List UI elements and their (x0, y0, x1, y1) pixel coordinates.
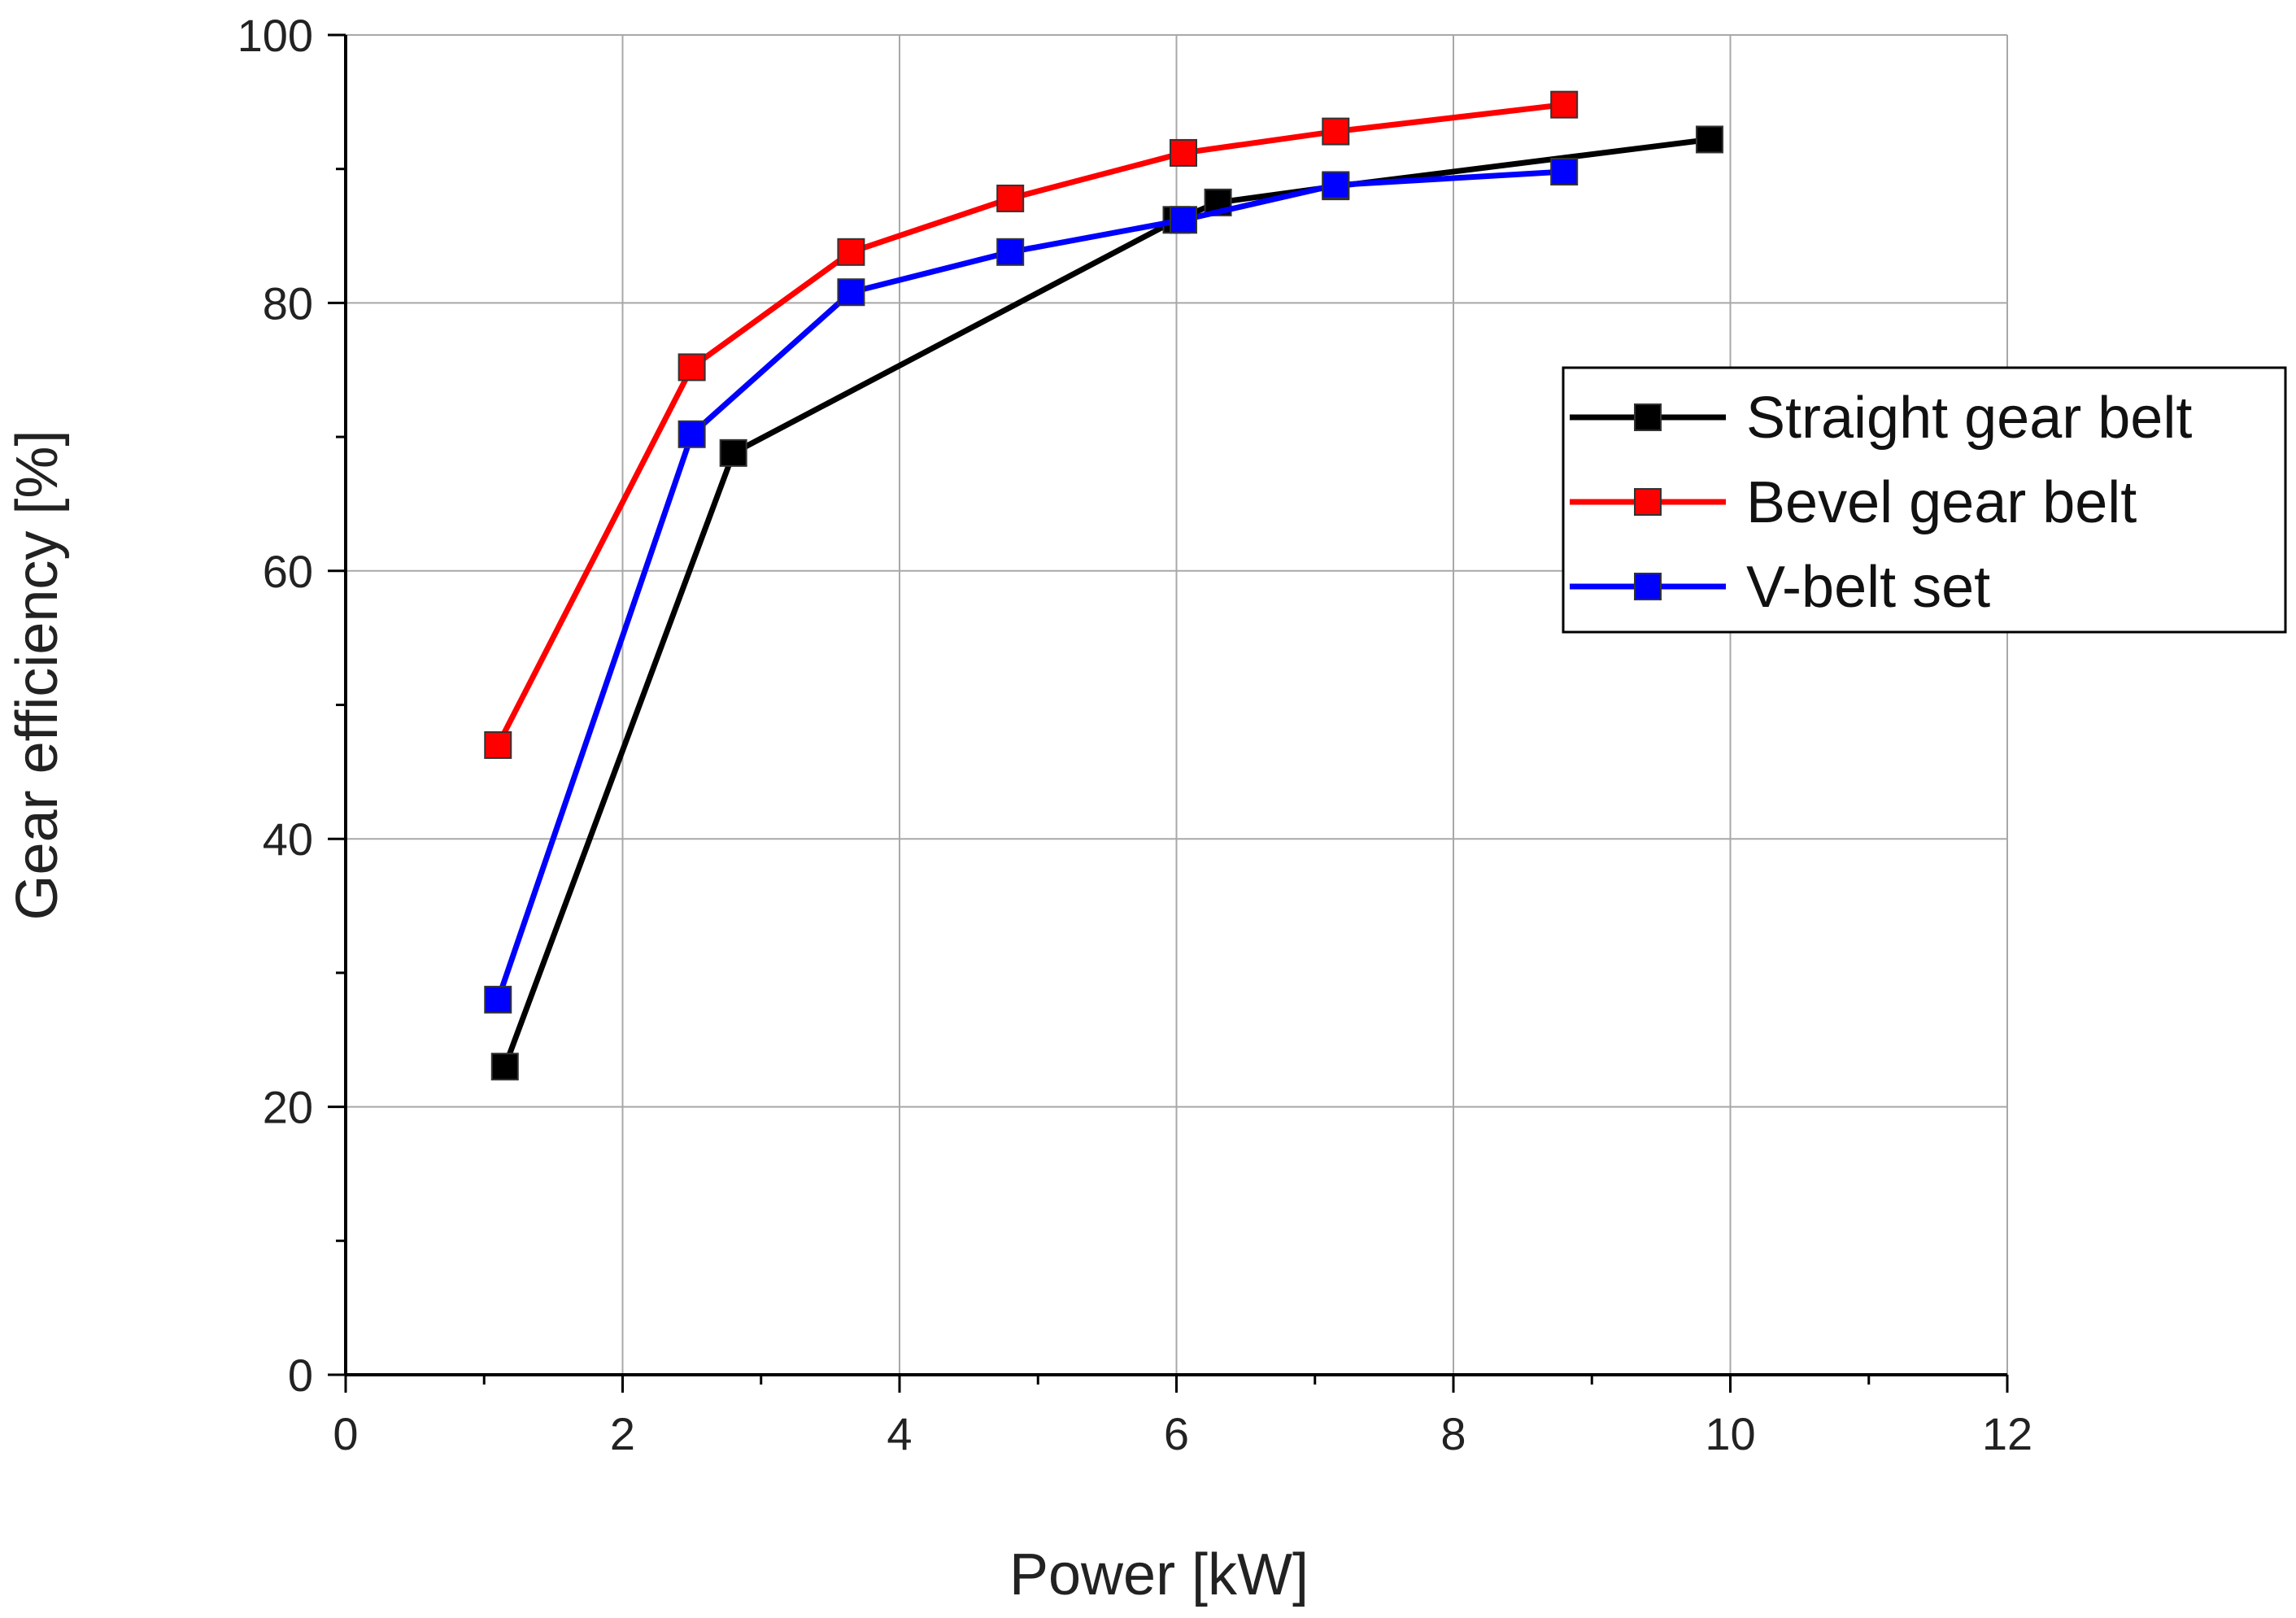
legend-item: V-belt set (1570, 555, 1990, 620)
x-tick-label: 2 (610, 1408, 635, 1459)
data-point (837, 238, 865, 266)
data-point (490, 1053, 519, 1081)
series-v-belt-set (484, 157, 1579, 1014)
y-tick-label: 80 (263, 277, 313, 329)
data-point (1322, 117, 1350, 146)
x-tick-label: 8 (1440, 1408, 1466, 1459)
data-point (719, 438, 747, 467)
legend-item: Bevel gear belt (1570, 470, 2137, 535)
y-tick-label: 60 (263, 546, 313, 597)
y-tick-label: 20 (263, 1082, 313, 1133)
data-point (677, 353, 706, 382)
x-tick-label: 10 (1705, 1408, 1755, 1459)
legend-label: Straight gear belt (1746, 386, 2192, 451)
series-line (502, 136, 1710, 1068)
grid (346, 34, 2008, 1375)
legend-marker (1634, 403, 1662, 431)
x-tick-label: 4 (887, 1408, 912, 1459)
data-point (1550, 157, 1579, 185)
data-point (1695, 125, 1723, 154)
series-straight-gear-belt (490, 125, 1723, 1081)
data-point (996, 184, 1025, 212)
legend-label: Bevel gear belt (1746, 470, 2137, 535)
series-bevel-gear-belt (484, 90, 1579, 759)
y-axis-title: Gear efficiency [%] (5, 430, 70, 921)
data-point (1170, 206, 1198, 234)
data-point (837, 278, 865, 307)
y-tick-label: 0 (288, 1350, 313, 1401)
series-group (484, 90, 1723, 1081)
tick-labels: 0 2 4 6 8 10 12 0 20 40 60 80 100 (237, 10, 2033, 1459)
y-tick-label: 100 (237, 10, 313, 61)
legend: Straight gear belt Bevel gear belt V-belt … (1562, 366, 2287, 634)
data-point (1550, 90, 1579, 119)
x-tick-label: 6 (1164, 1408, 1189, 1459)
data-point (484, 985, 512, 1014)
legend-marker (1634, 573, 1662, 600)
x-tick-label: 12 (1982, 1408, 2032, 1459)
axes (328, 33, 2009, 1393)
data-point (1170, 138, 1198, 167)
legend-item: Straight gear belt (1570, 386, 2192, 451)
legend-label: V-belt set (1746, 555, 1990, 620)
y-tick-label: 40 (263, 813, 313, 865)
x-tick-label: 0 (333, 1408, 358, 1459)
data-point (996, 238, 1025, 266)
x-axis-title: Power [kW] (1009, 1542, 1309, 1607)
data-point (1322, 171, 1350, 199)
data-point (677, 420, 706, 448)
legend-marker (1634, 488, 1662, 516)
data-point (484, 730, 512, 759)
